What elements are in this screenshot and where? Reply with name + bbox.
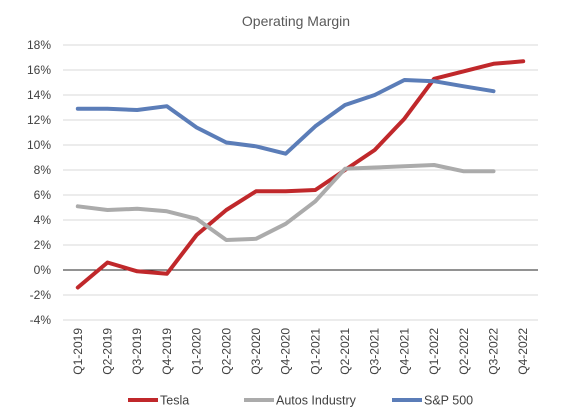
y-tick-label: 4%: [34, 213, 52, 227]
y-tick-label: 0%: [34, 263, 52, 277]
y-tick-label: 10%: [27, 138, 51, 152]
y-tick-label: 8%: [34, 163, 52, 177]
x-tick-label: Q3-2019: [130, 328, 144, 375]
x-tick-label: Q4-2021: [397, 328, 411, 375]
x-axis-ticks: Q1-2019 Q2-2019 Q3-2019 Q4-2019 Q1-2020 Q2-20…: [71, 328, 530, 375]
series-line-autos-industry: [75, 163, 496, 242]
y-tick-label: -4%: [30, 313, 52, 327]
legend-label: S&P 500: [424, 394, 473, 408]
y-tick-label: 14%: [27, 88, 51, 102]
x-tick-label: Q3-2021: [368, 328, 382, 375]
x-tick-label: Q1-2022: [427, 328, 441, 375]
y-tick-label: 2%: [34, 238, 52, 252]
y-tick-label: -2%: [30, 288, 52, 302]
x-tick-label: Q2-2021: [338, 328, 352, 375]
x-tick-label: Q1-2019: [71, 328, 85, 375]
x-tick-label: Q4-2020: [279, 328, 293, 375]
y-tick-label: 12%: [27, 113, 51, 127]
y-tick-label: 6%: [34, 188, 52, 202]
x-tick-label: Q3-2022: [486, 328, 500, 375]
x-tick-label: Q2-2019: [101, 328, 115, 375]
x-tick-label: Q2-2022: [457, 328, 471, 375]
gridlines: [63, 44, 538, 321]
y-axis-ticks: -4% -2% 0% 2% 4% 6% 8% 10% 12% 14% 16% 18%: [27, 38, 51, 327]
y-tick-label: 16%: [27, 63, 51, 77]
y-tick-label: 18%: [27, 38, 51, 52]
x-tick-label: Q4-2022: [516, 328, 530, 375]
legend: Tesla Autos Industry S&P 500: [128, 394, 473, 408]
x-tick-label: Q2-2020: [219, 328, 233, 375]
chart-title: Operating Margin: [242, 13, 350, 29]
x-tick-label: Q4-2019: [160, 328, 174, 375]
legend-label: Autos Industry: [276, 394, 357, 408]
series-line-tesla: [75, 59, 526, 290]
series-lines: [75, 59, 526, 290]
x-tick-label: Q1-2020: [190, 328, 204, 375]
series-line-s-p-500: [75, 78, 496, 156]
x-tick-label: Q1-2021: [308, 328, 322, 375]
legend-label: Tesla: [160, 394, 189, 408]
x-tick-label: Q3-2020: [249, 328, 263, 375]
